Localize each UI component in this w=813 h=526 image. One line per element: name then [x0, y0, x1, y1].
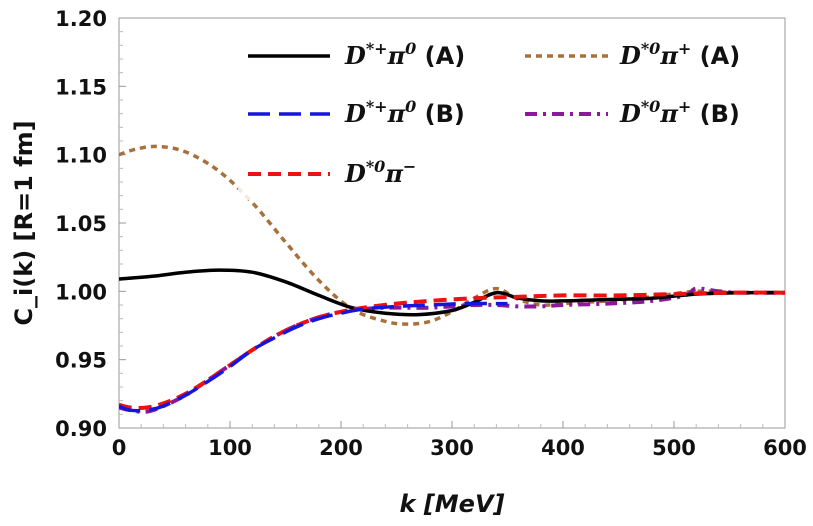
y-tick-label: 1.15: [55, 75, 107, 99]
y-axis-label: C_i(k) [R=1 fm]: [10, 120, 38, 325]
x-tick-label: 0: [112, 436, 127, 460]
x-axis-label: k [MeV]: [400, 490, 505, 518]
legend-entry: D*0π+ (A): [619, 39, 740, 70]
y-tick-label: 1.20: [55, 7, 107, 31]
x-axis-label-text: k [MeV]: [400, 490, 505, 518]
y-axis-label-text: C_i(k) [R=1 fm]: [10, 120, 38, 325]
x-tick-label: 200: [319, 436, 363, 460]
y-tick-label: 1.00: [55, 280, 107, 304]
series-line: [119, 301, 508, 413]
legend-entry: D*0π−: [344, 157, 416, 188]
series-line: [119, 286, 785, 414]
x-tick-label: 300: [430, 436, 474, 460]
series-line: [119, 268, 785, 317]
x-tick-label: 500: [652, 436, 696, 460]
y-tick-label: 0.95: [55, 349, 107, 373]
legend-entry: D*+π0 (B): [344, 97, 465, 128]
legend-entry: D*0π+ (B): [619, 97, 740, 128]
legend-entry: D*+π0 (A): [344, 39, 465, 70]
y-tick-label: 0.90: [55, 417, 107, 441]
x-tick-label: 100: [208, 436, 252, 460]
y-tick-label: 1.05: [55, 212, 107, 236]
y-tick-label: 1.10: [55, 144, 107, 168]
series-line: [119, 144, 785, 326]
x-tick-label: 600: [763, 436, 807, 460]
x-tick-label: 400: [541, 436, 585, 460]
